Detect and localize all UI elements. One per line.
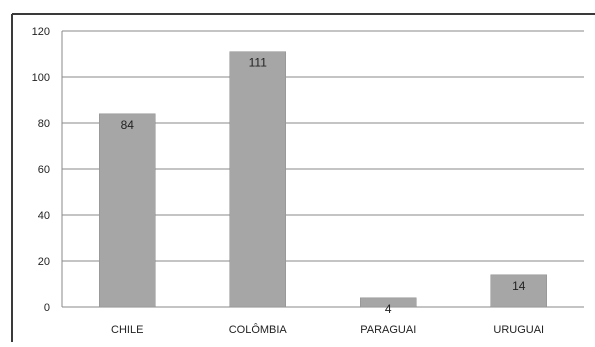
y-axis-tick-labels: 0 20 40 60 80 100 120 — [32, 26, 50, 314]
bar-chile — [99, 113, 156, 308]
x-axis-tick-labels: CHILE COLÔMBIA PARAGUAI URUGUAI — [111, 323, 544, 336]
bars — [99, 51, 547, 308]
x-tick-label-uruguai: URUGUAI — [493, 324, 544, 336]
bar-col-mbia — [229, 51, 286, 308]
data-label-paraguai: 4 — [385, 302, 392, 316]
y-tick-label-100: 100 — [32, 72, 50, 84]
y-tick-label-0: 0 — [44, 302, 50, 314]
y-tick-label-120: 120 — [32, 26, 50, 38]
data-label-col-mbia: 111 — [249, 56, 268, 70]
data-label-chile: 84 — [121, 118, 135, 132]
y-tick-label-40: 40 — [38, 210, 50, 222]
x-tick-label-col-mbia: COLÔMBIA — [229, 323, 288, 336]
y-tick-label-20: 20 — [38, 256, 50, 268]
x-tick-label-paraguai: PARAGUAI — [360, 324, 416, 336]
chart-frame-lines — [11, 13, 595, 342]
data-labels: 84 111 4 14 — [121, 56, 526, 316]
data-label-uruguai: 14 — [512, 279, 526, 293]
x-tick-label-chile: CHILE — [111, 324, 143, 336]
bar-paraguai — [360, 297, 417, 308]
bar-uruguai — [490, 274, 547, 308]
y-tick-label-80: 80 — [38, 118, 50, 130]
y-tick-label-60: 60 — [38, 164, 50, 176]
